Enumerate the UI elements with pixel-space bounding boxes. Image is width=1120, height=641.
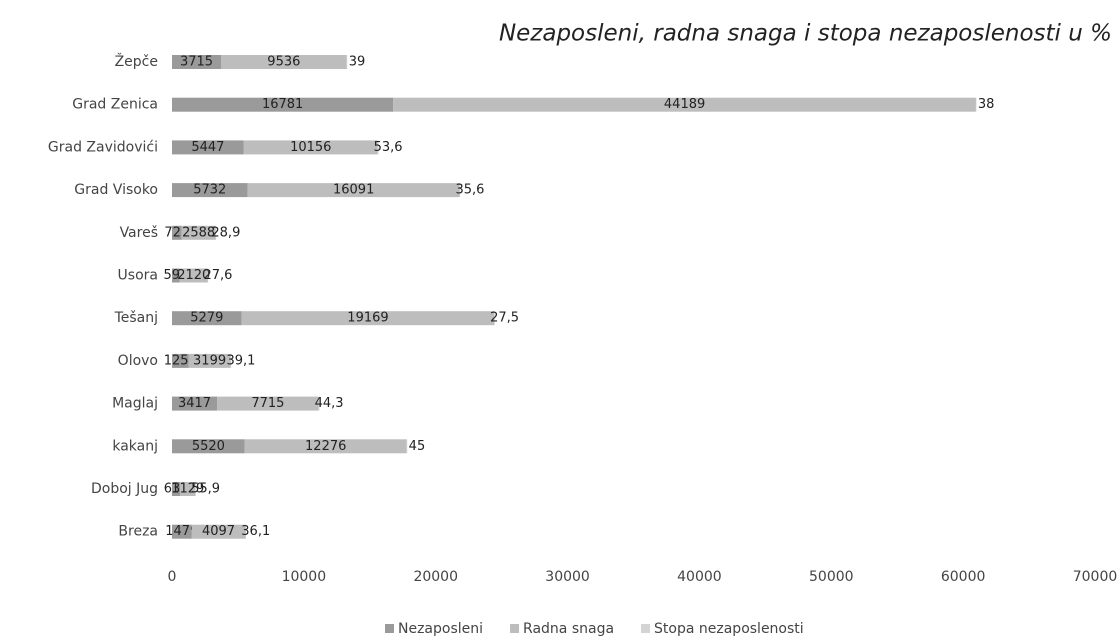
y-tick-label: Tešanj [114,310,158,326]
legend-label: Nezaposleni [398,621,483,637]
data-label: 2588 [182,225,215,240]
legend-label: Stopa nezaposlenosti [654,621,804,637]
data-label: 3715 [180,55,213,70]
bar-segment [172,396,218,411]
y-tick-label: Grad Zenica [72,97,158,113]
data-label: 35,6 [456,183,485,198]
x-tick-label: 10000 [282,569,327,585]
data-label: 28,9 [211,225,240,240]
data-label: 27,5 [490,311,519,326]
bar-segment [220,55,347,69]
data-label: 1479 [165,524,198,539]
x-tick-label: 50000 [809,569,854,585]
data-label: 44,3 [315,396,344,411]
bar-segment [191,524,246,539]
y-tick-label: Vareš [120,225,158,241]
y-tick-label: Doboj Jug [91,481,158,497]
data-label: 39,1 [226,353,255,368]
data-label: 19169 [347,311,388,326]
bar-segment [179,268,208,283]
data-label: 55,9 [191,482,220,497]
bar-segment [172,97,394,112]
legend-swatch [641,624,651,633]
bar-segment [195,482,196,496]
y-tick-label: Žepče [115,52,158,70]
data-label: 16781 [262,97,303,112]
data-label: 3417 [178,396,211,411]
y-tick-label: Breza [118,524,158,540]
bar-segment [172,268,180,283]
bar-segment [172,140,244,155]
bar-segment [172,353,189,368]
bar-segment [406,439,408,454]
bar-segment [377,140,379,155]
legend-swatch [385,624,394,633]
data-label: 44189 [664,97,705,112]
bar-segment [172,439,245,454]
x-tick-label: 20000 [413,569,458,585]
data-label: 5732 [193,183,226,198]
bar-segment [230,353,232,368]
y-tick-label: Olovo [118,353,158,369]
bar-segment [172,225,182,240]
data-label: 3199 [193,353,226,368]
data-label: 9536 [267,55,300,70]
bar-segment [393,97,976,112]
x-tick-label: 30000 [545,569,590,585]
data-label: 5447 [191,140,224,155]
legend-swatch [510,624,520,633]
data-label: 39 [349,55,366,70]
y-tick-label: Grad Visoko [74,182,158,198]
x-tick-label: 40000 [677,569,722,585]
data-label: 5279 [190,311,223,326]
bar-segment [975,97,977,112]
data-label: 10156 [290,140,331,155]
bar-segment [217,396,319,411]
bar-segment [243,140,378,155]
bar-segment [318,396,320,411]
data-label: 12276 [305,439,346,454]
chart-title: Nezaposleni, radna snaga i stopa nezapos… [499,21,1112,47]
data-label: 4097 [202,524,235,539]
x-tick-label: 70000 [1073,569,1118,585]
data-label: 45 [409,439,426,454]
data-label: 16091 [333,183,374,198]
bar-segment [172,183,248,198]
bar-segment [244,439,407,454]
bar-segment [172,524,192,539]
data-label: 5520 [192,439,225,454]
data-label: 38 [978,97,995,112]
x-tick-label: 0 [168,569,177,585]
bar-segment [180,482,196,496]
data-label: 27,6 [203,268,232,283]
y-tick-label: kakanj [112,438,158,454]
bar-segment [172,311,242,326]
bar-segment [188,353,231,368]
bar-segment [181,225,216,240]
bar-segment [241,311,495,326]
y-tick-label: Grad Zavidovići [48,139,158,155]
data-label: 2120 [177,268,210,283]
y-tick-label: Maglaj [112,396,158,412]
bar-segment [247,183,460,198]
bar-segment [172,55,221,69]
y-tick-label: Usora [118,268,158,284]
legend-label: Radna snaga [523,621,614,637]
data-label: 7715 [251,396,284,411]
data-label: 53,6 [374,140,403,155]
bar-segment [346,55,348,69]
x-tick-label: 60000 [941,569,986,585]
data-label: 36,1 [241,524,270,539]
data-label: 1129 [171,482,204,497]
bar-segment [172,482,181,496]
